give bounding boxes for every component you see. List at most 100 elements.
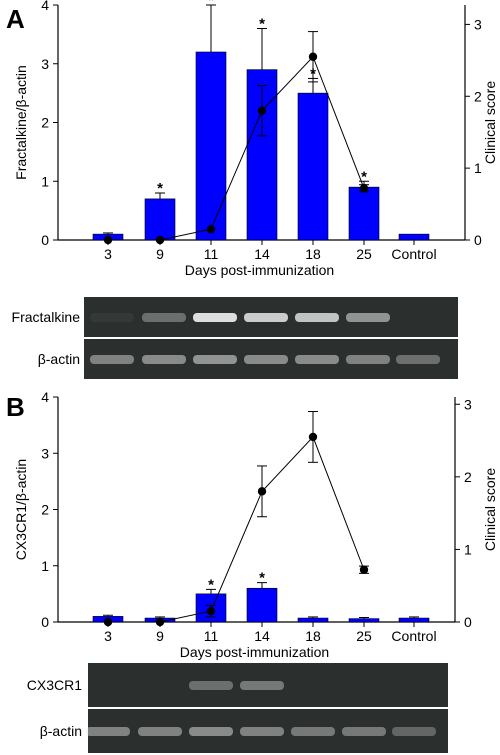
gel-band — [346, 355, 390, 364]
x-tick-label: 3 — [104, 246, 112, 262]
y-tick-label: 3 — [41, 56, 49, 72]
y-axis-title: CX3CR1/β-actin — [13, 459, 29, 560]
gel-row-1 — [88, 709, 448, 753]
gel-band — [193, 313, 237, 322]
gel-band — [90, 313, 134, 322]
y-tick-label: 4 — [41, 0, 49, 13]
bar-18 — [297, 617, 329, 623]
gel-row-label: β-actin — [40, 723, 82, 739]
gel-band — [90, 355, 134, 364]
clinical-score-point — [155, 235, 165, 245]
x-tick-label: 3 — [104, 628, 112, 644]
gel-band — [346, 313, 390, 322]
x-axis-title: Days post-immunization — [185, 262, 334, 278]
panel-label-b: B — [6, 392, 25, 422]
gel-band — [142, 355, 186, 364]
y-tick-label: 1 — [41, 558, 49, 574]
y2-tick-label: 2 — [464, 469, 472, 485]
chart-panel-b: 0 1 2 3 4 0 1 2 3 3 9 11 14 18 25 Control Days post-immu… — [13, 389, 498, 753]
gel-band — [240, 727, 284, 736]
x-tick-label: 25 — [356, 628, 372, 644]
x-tick-label: Control — [391, 628, 436, 644]
significance-star: * — [208, 576, 214, 593]
gel-row-label: β-actin — [38, 351, 80, 367]
gel-band — [138, 727, 182, 736]
y-tick-label: 1 — [41, 173, 49, 189]
y2-tick-label: 1 — [464, 541, 472, 557]
x-tick-label: 14 — [254, 246, 270, 262]
significance-star: * — [259, 16, 265, 33]
clinical-score-line — [108, 435, 365, 623]
y2-tick-label: 3 — [464, 396, 472, 412]
x-tick-label: 9 — [156, 246, 164, 262]
y-tick-label: 2 — [41, 115, 49, 131]
gel-band — [244, 313, 288, 322]
bar-25 — [348, 186, 380, 241]
gel-band — [342, 727, 386, 736]
significance-star: * — [157, 180, 163, 197]
gel-band — [142, 313, 186, 322]
y2-tick-label: 2 — [474, 88, 482, 104]
x-tick-label: 14 — [254, 628, 270, 644]
significance-star: * — [361, 168, 367, 185]
bar-control — [398, 617, 430, 623]
clinical-score-point — [257, 106, 267, 115]
clinical-score-point — [206, 225, 216, 234]
clinical-score-point — [103, 617, 113, 627]
y2-tick-label: 1 — [474, 160, 482, 176]
y2-tick-label: 3 — [474, 16, 482, 32]
clinical-score-line — [108, 55, 365, 241]
bar-11 — [195, 51, 227, 241]
gel-band — [291, 727, 335, 736]
y-tick-label: 3 — [41, 445, 49, 461]
gel-band — [295, 355, 339, 364]
clinical-score-point — [206, 606, 216, 616]
clinical-score-point — [308, 52, 318, 61]
y-tick-label: 0 — [41, 232, 49, 248]
gel-row-label: Fractalkine — [12, 309, 81, 325]
y-tick-label: 4 — [41, 389, 49, 405]
x-tick-label: 11 — [204, 246, 219, 262]
y2-axis-title: Clinical score — [482, 468, 498, 551]
gel-row-0 — [88, 663, 448, 707]
bar-control — [398, 233, 430, 241]
clinical-score-point — [155, 617, 165, 627]
x-tick-label: 25 — [356, 246, 372, 262]
gel-band — [240, 681, 284, 690]
x-tick-label: 9 — [156, 628, 164, 644]
clinical-score-point — [103, 235, 113, 245]
x-tick-label: 11 — [204, 628, 219, 644]
y2-tick-label: 0 — [464, 614, 472, 630]
clinical-score-point — [359, 565, 369, 574]
x-tick-label: Control — [391, 246, 436, 262]
y-tick-label: 0 — [41, 614, 49, 630]
x-tick-label: 18 — [305, 628, 321, 644]
y-axis-title: Fractalkine/β-actin — [13, 65, 29, 180]
gel-band — [295, 313, 339, 322]
significance-star: * — [259, 570, 265, 587]
gel-band — [189, 681, 233, 690]
y2-axis-title: Clinical score — [482, 81, 498, 164]
bar-18 — [297, 92, 329, 241]
clinical-score-point — [257, 487, 267, 496]
gel-row-label: CX3CR1 — [27, 677, 82, 693]
gel-band — [244, 355, 288, 364]
panel-label-a: A — [6, 4, 25, 34]
gel-band — [193, 355, 237, 364]
y-tick-label: 2 — [41, 502, 49, 518]
gel-band — [396, 355, 440, 364]
gel-band — [392, 727, 436, 736]
y2-tick-label: 0 — [474, 232, 482, 248]
significance-star: * — [208, 0, 214, 9]
clinical-score-point — [359, 184, 369, 193]
gel-band — [86, 727, 130, 736]
bar-14 — [246, 587, 278, 623]
bar-25 — [348, 618, 380, 623]
bar-9 — [144, 198, 176, 241]
chart-panel-a: 0 1 2 3 4 0 1 2 3 3 9 11 14 18 25 Control Days post-immu… — [12, 0, 498, 379]
x-tick-label: 18 — [305, 246, 321, 262]
x-axis-title: Days post-immunization — [180, 644, 329, 660]
clinical-score-point — [308, 432, 318, 442]
gel-band — [189, 727, 233, 736]
